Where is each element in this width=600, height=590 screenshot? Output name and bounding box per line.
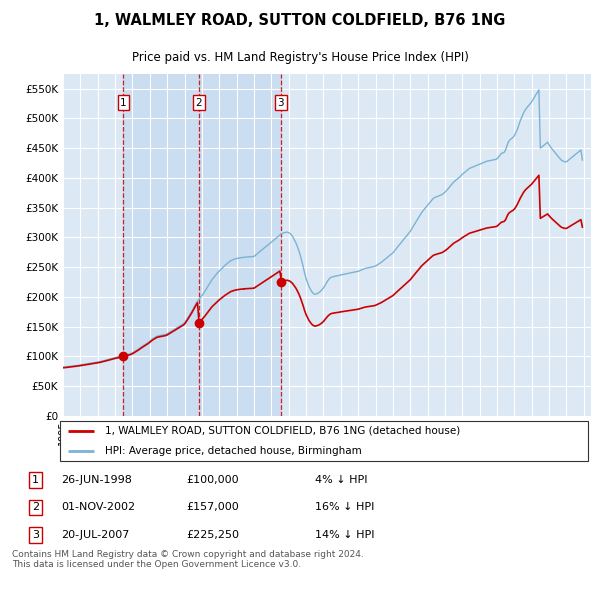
Text: 20-JUL-2007: 20-JUL-2007 (61, 530, 130, 540)
Text: 3: 3 (32, 530, 39, 540)
Text: HPI: Average price, detached house, Birmingham: HPI: Average price, detached house, Birm… (105, 446, 362, 456)
Text: 01-NOV-2002: 01-NOV-2002 (61, 503, 136, 512)
Text: 1: 1 (120, 98, 127, 108)
Text: Price paid vs. HM Land Registry's House Price Index (HPI): Price paid vs. HM Land Registry's House … (131, 51, 469, 64)
Text: £157,000: £157,000 (187, 503, 239, 512)
Text: 26-JUN-1998: 26-JUN-1998 (61, 475, 133, 485)
Bar (199, 74, 281, 416)
Text: £225,250: £225,250 (187, 530, 239, 540)
Text: 1: 1 (32, 475, 39, 485)
Text: Contains HM Land Registry data © Crown copyright and database right 2024.
This d: Contains HM Land Registry data © Crown c… (12, 550, 364, 569)
Text: 1, WALMLEY ROAD, SUTTON COLDFIELD, B76 1NG: 1, WALMLEY ROAD, SUTTON COLDFIELD, B76 1… (94, 13, 506, 28)
Text: 2: 2 (32, 503, 39, 512)
Bar (124, 74, 199, 416)
Text: 1, WALMLEY ROAD, SUTTON COLDFIELD, B76 1NG (detached house): 1, WALMLEY ROAD, SUTTON COLDFIELD, B76 1… (105, 426, 460, 436)
FancyBboxPatch shape (59, 421, 589, 461)
Text: 3: 3 (278, 98, 284, 108)
Text: 2: 2 (196, 98, 202, 108)
Text: 16% ↓ HPI: 16% ↓ HPI (314, 503, 374, 512)
Text: £100,000: £100,000 (187, 475, 239, 485)
Text: 4% ↓ HPI: 4% ↓ HPI (314, 475, 367, 485)
Text: 14% ↓ HPI: 14% ↓ HPI (314, 530, 374, 540)
